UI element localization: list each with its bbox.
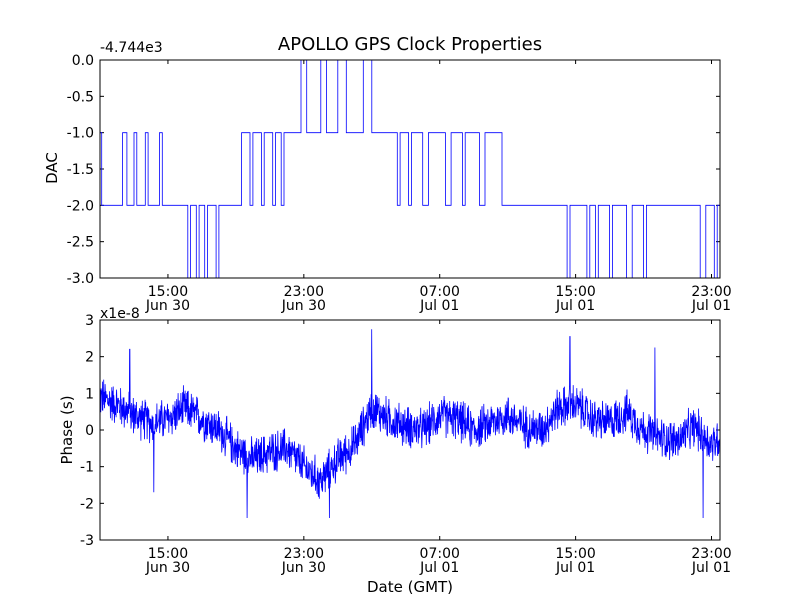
dac-ylabel: DAC bbox=[43, 152, 61, 184]
phase-axes-frame bbox=[99, 319, 721, 541]
phase-xtick-label: 07:00 Jul 01 bbox=[419, 546, 460, 576]
figure-title: APOLLO GPS Clock Properties bbox=[278, 34, 542, 55]
dac-series-line bbox=[100, 60, 720, 278]
dac-ytick-label: -1.0 bbox=[67, 126, 94, 142]
dac-xtick-label: 15:00 Jun 30 bbox=[145, 284, 190, 314]
phase-xtick-label: 23:00 Jun 30 bbox=[281, 546, 326, 576]
dac-ytick-label: -3.0 bbox=[67, 271, 94, 287]
dac-xtick-label: 23:00 Jul 01 bbox=[691, 284, 732, 314]
phase-ytick-label: 3 bbox=[85, 313, 94, 329]
phase-ytick-label: 2 bbox=[85, 350, 94, 366]
dac-ytick-label: -1.5 bbox=[67, 162, 94, 178]
phase-xtick-label: 15:00 Jul 01 bbox=[555, 546, 596, 576]
phase-ytick-label: 1 bbox=[85, 386, 94, 402]
phase-ylabel: Phase (s) bbox=[58, 395, 76, 464]
dac-axes-frame bbox=[99, 59, 721, 279]
dac-offset-label: -4.744e3 bbox=[100, 40, 163, 56]
x-axis-label: Date (GMT) bbox=[367, 578, 453, 596]
phase-xtick-label: 23:00 Jul 01 bbox=[691, 546, 732, 576]
phase-ytick-label: -1 bbox=[80, 460, 94, 476]
dac-ytick-label: -2.5 bbox=[67, 235, 94, 251]
dac-ytick-label: 0.0 bbox=[72, 53, 94, 69]
dac-xtick-label: 07:00 Jul 01 bbox=[419, 284, 460, 314]
dac-ytick-label: -0.5 bbox=[67, 89, 94, 105]
phase-ytick-label: -3 bbox=[80, 533, 94, 549]
dac-ytick-label: -2.0 bbox=[67, 198, 94, 214]
phase-offset-label: x1e-8 bbox=[100, 306, 140, 322]
dac-panel: -4.744e3 DAC 0.0 -0.5 -1.0 -1.5 -2.0 -2.5 -3.0… bbox=[43, 40, 732, 314]
dac-xtick-label: 23:00 Jun 30 bbox=[281, 284, 326, 314]
phase-ytick-label: -2 bbox=[80, 496, 94, 512]
phase-panel: x1e-8 Phase (s) 3 2 1 0 -1 -2 -3 15:00 Jun 30 23:… bbox=[58, 306, 732, 576]
phase-ytick-label: 0 bbox=[85, 423, 94, 439]
phase-series-line bbox=[100, 329, 720, 519]
dac-xtick-label: 15:00 Jul 01 bbox=[555, 284, 596, 314]
phase-xtick-label: 15:00 Jun 30 bbox=[145, 546, 190, 576]
